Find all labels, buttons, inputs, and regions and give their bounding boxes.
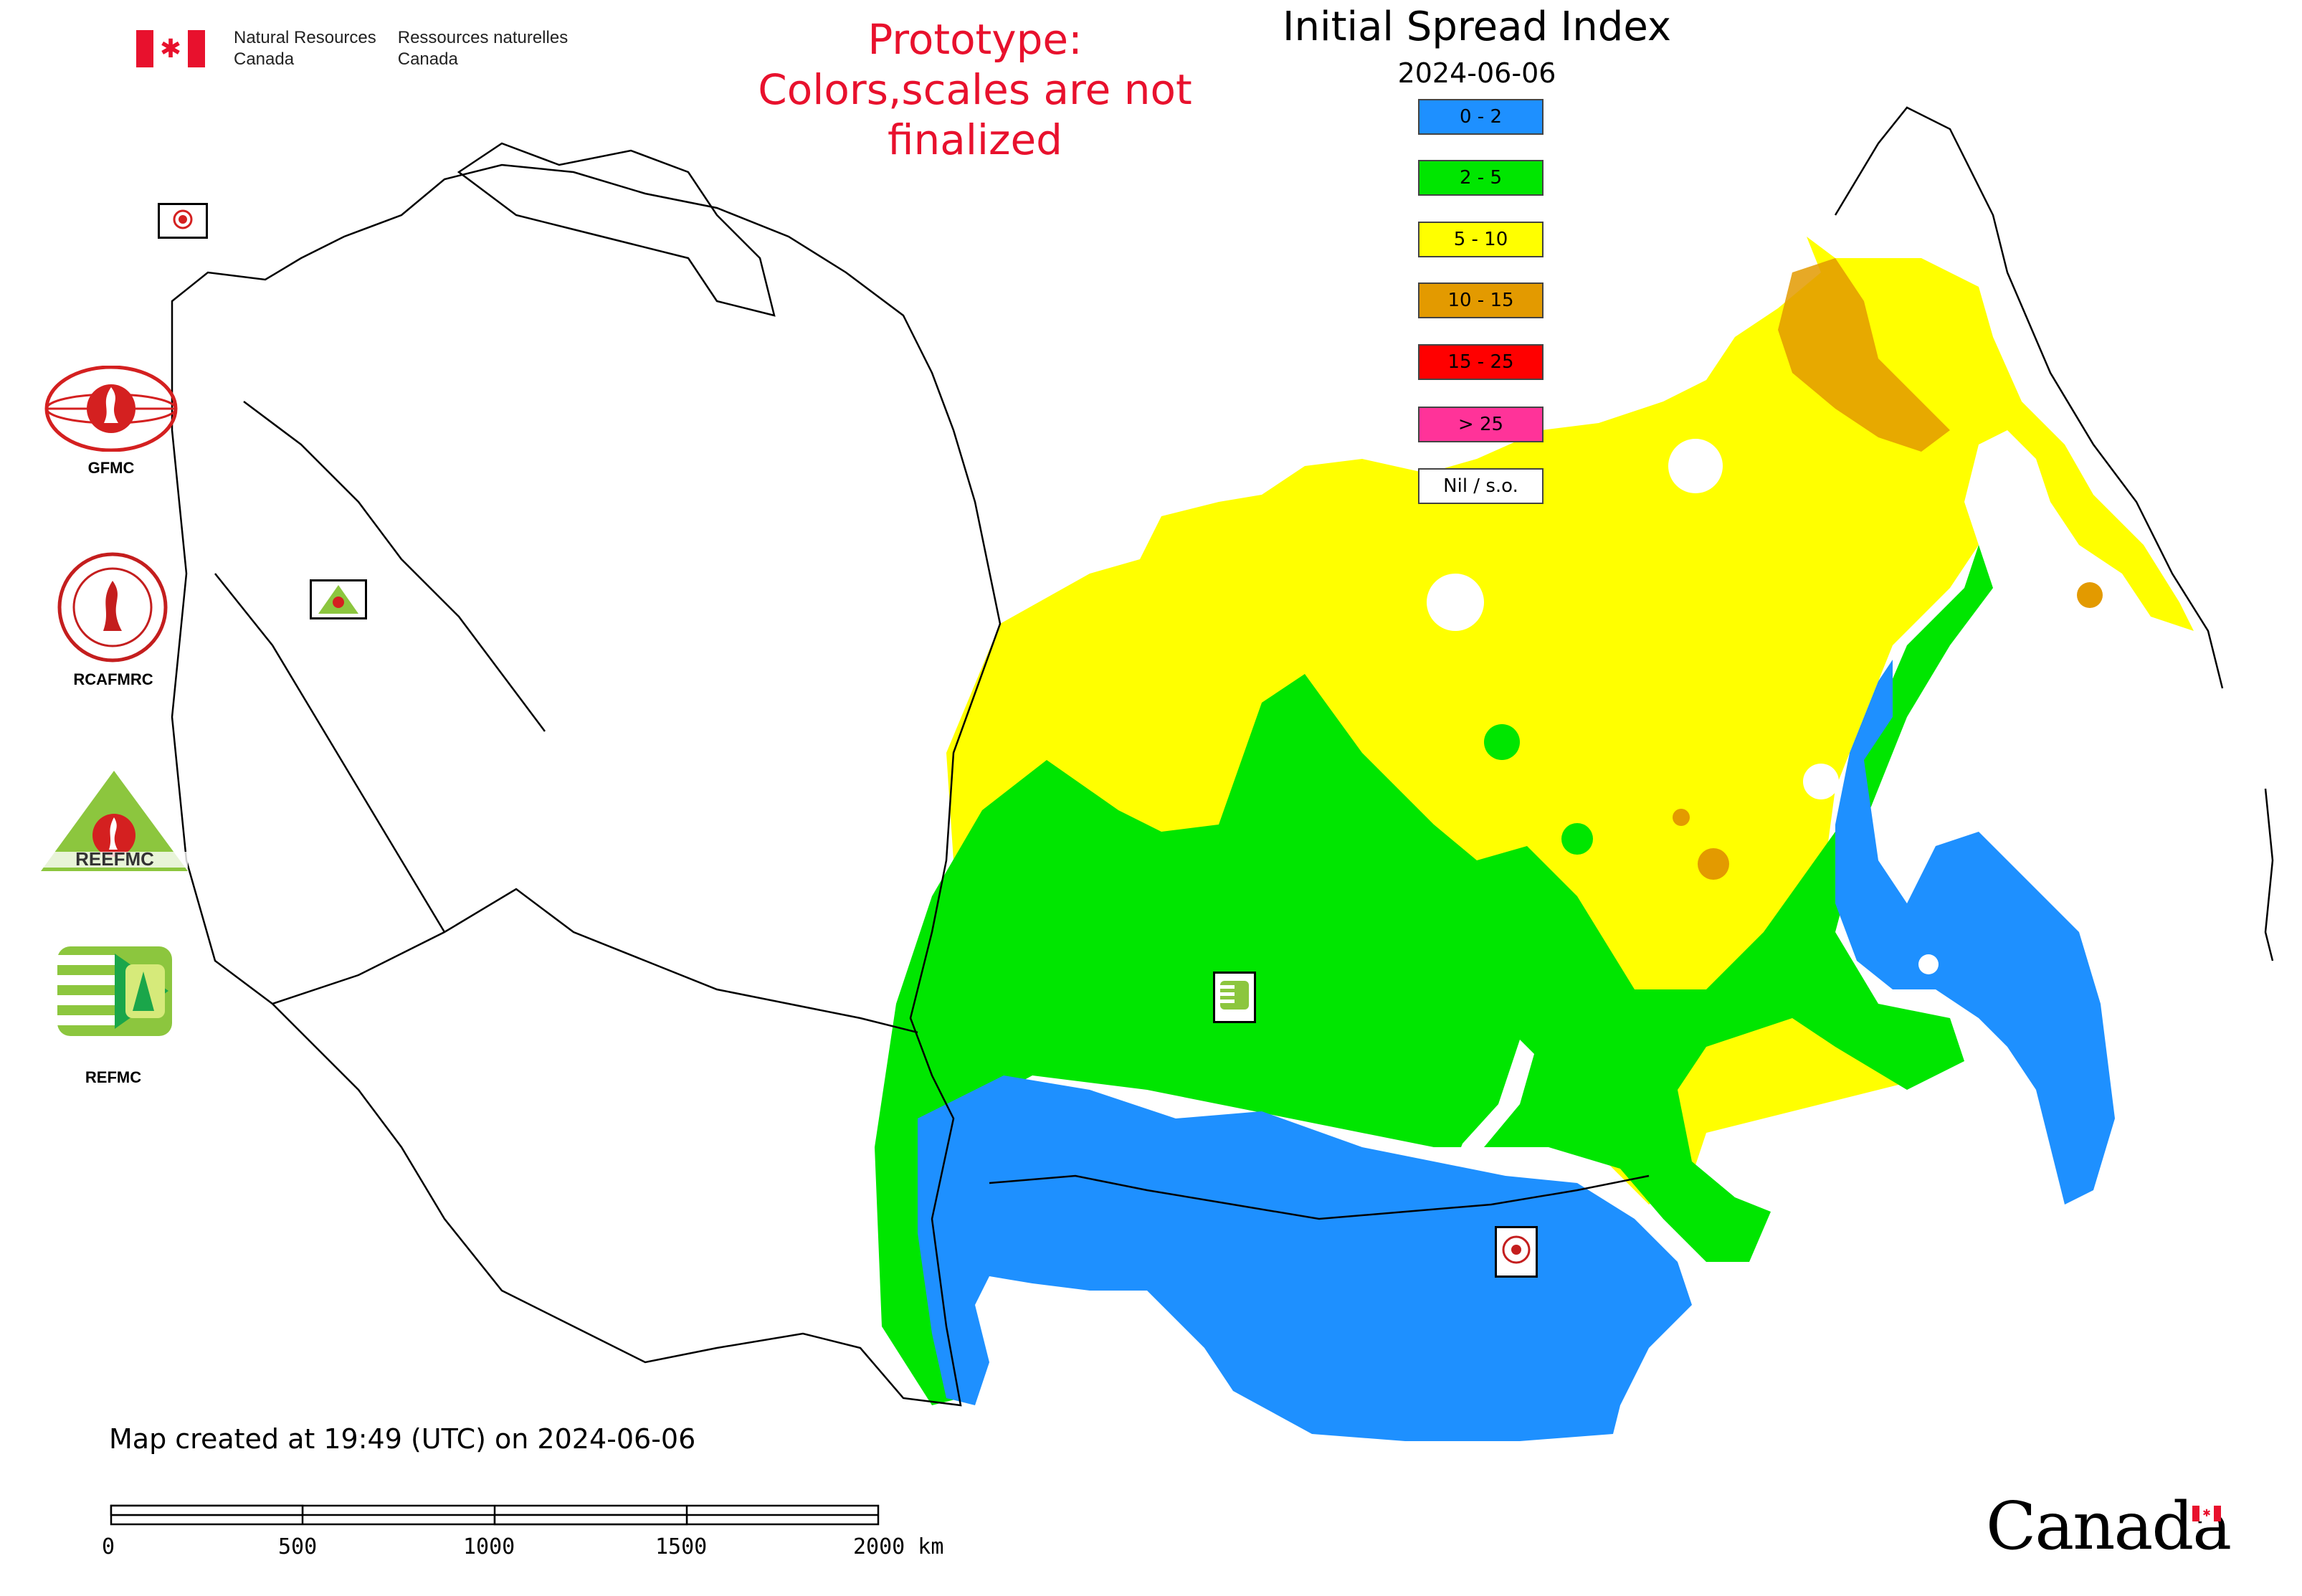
northeast-coast	[1834, 106, 2224, 689]
green-blob-2	[1561, 823, 1593, 855]
reefmc-caption: REEFMC	[75, 848, 154, 870]
internal-border-2	[214, 573, 446, 933]
prototype-notice: Prototype: Colors,scales are not finaliz…	[667, 14, 1283, 165]
gov-fr-line2: Canada	[397, 49, 458, 69]
green-blob-1	[1484, 724, 1520, 760]
map-title: Initial Spread Index	[1283, 4, 1671, 50]
sakhalin-outline	[2264, 788, 2274, 961]
canada-wordmark-text: Canada	[1986, 1488, 2232, 1564]
gov-fr-line1: Ressources naturelles	[397, 28, 569, 47]
scale-bar	[110, 1504, 880, 1526]
green-region	[875, 545, 1993, 1405]
scale-label-1000: 1000	[463, 1534, 515, 1559]
isi-raster	[875, 237, 2194, 1441]
refmc-location-marker	[1213, 972, 1256, 1023]
europe-russia-outline	[171, 163, 1002, 1407]
rcafmrc-label: RCAFMRC	[73, 670, 153, 688]
orange-patch-north	[1778, 258, 1950, 452]
legend-item-2: 5 - 10	[1418, 222, 1544, 257]
scale-label-0: 0	[102, 1534, 115, 1559]
gov-en-line1: Natural Resources	[234, 28, 376, 47]
gfmc-location-marker	[158, 203, 208, 239]
rcafmrc-location-marker	[1495, 1226, 1538, 1278]
prototype-line2: Colors,scales are not finalized	[758, 65, 1192, 164]
blue-region-south	[918, 1075, 1692, 1441]
orange-patch-tiny	[1673, 809, 1690, 826]
scale-label-2000: 2000 km	[853, 1534, 944, 1559]
nodata-hole-4	[1918, 954, 1939, 974]
internal-border-1	[243, 401, 546, 732]
scale-label-500: 500	[278, 1534, 318, 1559]
legend-item-3: 10 - 15	[1418, 282, 1544, 318]
legend-item-1: 2 - 5	[1418, 160, 1544, 196]
wordmark-flag-icon: ✱	[2192, 1506, 2221, 1521]
gfmc-label: GFMC	[87, 459, 135, 477]
legend-item-5: > 25	[1418, 407, 1544, 442]
country-borders	[171, 106, 2274, 1407]
gov-en-line2: Canada	[234, 49, 295, 69]
canada-flag-icon: ✱	[136, 30, 205, 67]
arctic-islands	[457, 142, 776, 317]
nodata-hole-1	[1668, 439, 1723, 493]
legend-item-0: 0 - 2	[1418, 99, 1544, 135]
nodata-hole-2	[1427, 574, 1484, 631]
mongolia-border	[989, 1174, 1650, 1220]
map-created-timestamp: Map created at 19:49 (UTC) on 2024-06-06	[109, 1423, 696, 1455]
gfmc-logo	[39, 365, 183, 452]
scale-label-1500: 1500	[655, 1534, 708, 1559]
orange-patch-kamchatka	[2077, 582, 2103, 608]
map-date: 2024-06-06	[1397, 57, 1556, 89]
reefmc-logo	[37, 767, 191, 875]
blue-region-amur	[1835, 660, 2115, 1205]
legend-item-4: 15 - 25	[1418, 344, 1544, 380]
refmc-logo	[57, 946, 172, 1036]
nodata-hole-3	[1803, 764, 1839, 799]
prototype-line1: Prototype:	[867, 15, 1083, 64]
gov-canada-signature: ✱ Natural Resources Canada Ressources na…	[136, 27, 568, 70]
legend-item-6: Nil / s.o.	[1418, 468, 1544, 504]
central-asia-borders	[272, 888, 918, 1034]
rcafmrc-logo	[57, 552, 168, 663]
refmc-label: REFMC	[85, 1068, 142, 1086]
orange-patch-small	[1698, 848, 1729, 880]
canada-wordmark: Canada	[1986, 1488, 2232, 1564]
lake-baikal	[1455, 1040, 1534, 1162]
reefmc-location-marker	[310, 579, 367, 619]
